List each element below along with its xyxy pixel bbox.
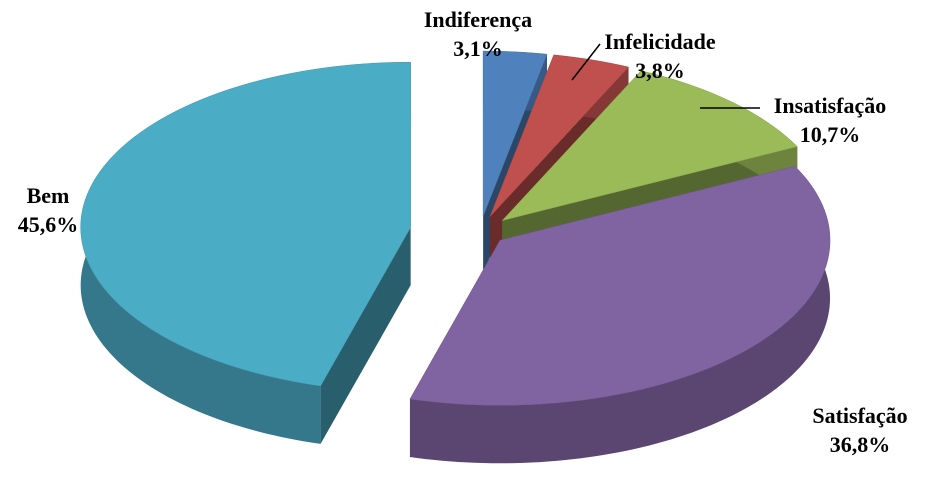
slice-top (482, 50, 548, 217)
slice (409, 166, 831, 464)
slice-top (80, 61, 411, 387)
slice-value-label: 3,1% (453, 36, 503, 61)
slice-label: Infelicidade (604, 29, 715, 54)
slice-wall (409, 166, 831, 464)
slice-top (489, 54, 629, 217)
slice-value-label: 36,8% (830, 432, 891, 457)
slice (80, 61, 411, 444)
leader-line (571, 43, 601, 81)
slice-label: Insatisfação (774, 93, 886, 118)
slice-top (409, 166, 831, 406)
slice-value-label: 45,6% (18, 212, 79, 237)
slice-value-label: 10,7% (800, 122, 861, 147)
slice-label: Indiferença (424, 7, 532, 32)
slice-side (320, 227, 411, 444)
slice-label: Satisfação (812, 403, 907, 428)
slice-value-label: 3,8% (635, 58, 685, 83)
slice-label: Bem (27, 183, 70, 208)
